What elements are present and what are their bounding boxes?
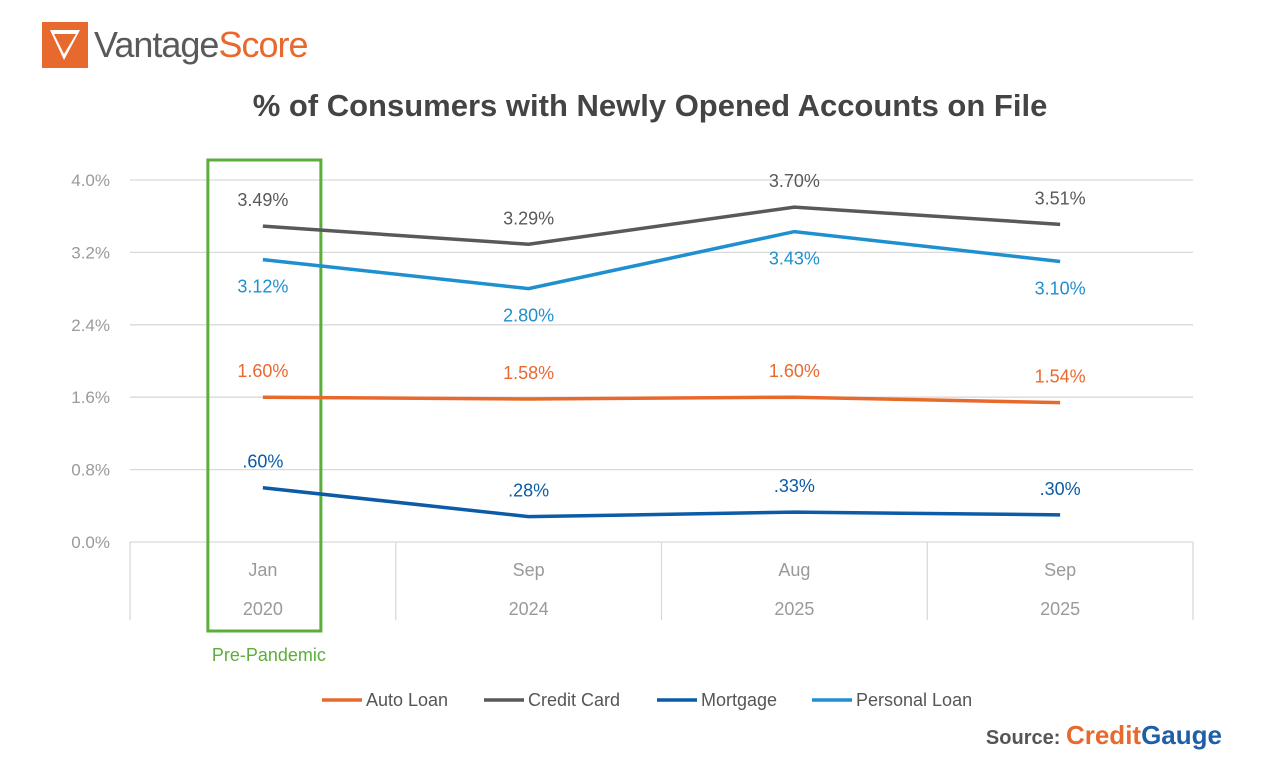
legend-label: Credit Card: [528, 690, 620, 710]
data-label: .30%: [1040, 479, 1081, 499]
creditgauge-logo-1: Credit: [1065, 720, 1142, 750]
data-label: 1.60%: [237, 361, 288, 381]
y-tick-label: 1.6%: [71, 388, 110, 407]
data-label: 1.54%: [1035, 367, 1086, 387]
data-label: 2.80%: [503, 306, 554, 326]
data-label: .60%: [242, 452, 283, 472]
logo-mark-icon: [42, 22, 88, 68]
chart-title: % of Consumers with Newly Opened Account…: [252, 88, 1048, 123]
data-label: 3.49%: [237, 190, 288, 210]
y-tick-label: 0.0%: [71, 533, 110, 552]
data-label: 1.60%: [769, 361, 820, 381]
source-label: Source:: [985, 727, 1061, 749]
x-tick-year-label: 2025: [1040, 599, 1080, 619]
x-tick-label: Sep: [1044, 560, 1076, 580]
legend-label: Personal Loan: [856, 690, 972, 710]
data-label: 3.51%: [1035, 188, 1086, 208]
source-credit: Source: CreditGauge: [986, 720, 1222, 751]
x-tick-year-label: 2020: [243, 599, 283, 619]
x-tick-label: Sep: [513, 560, 545, 580]
x-tick-label: Aug: [778, 560, 810, 580]
data-label: 3.12%: [237, 277, 288, 297]
data-label: 3.43%: [769, 249, 820, 269]
legend-label: Auto Loan: [366, 690, 448, 710]
logo-text-2: Score: [218, 24, 308, 65]
series-line-credit-card: [262, 205, 1061, 247]
y-tick-label: 0.8%: [71, 461, 110, 480]
series-line-auto-loan: [262, 395, 1061, 405]
data-label: .28%: [508, 481, 549, 501]
pre-pandemic-label: Pre-Pandemic: [212, 645, 326, 665]
y-tick-label: 3.2%: [71, 243, 110, 262]
pre-pandemic-highlight-box: [206, 158, 323, 633]
x-tick-year-label: 2025: [774, 599, 814, 619]
legend-label: Mortgage: [701, 690, 777, 710]
data-label: 3.10%: [1035, 278, 1086, 298]
data-label: 3.70%: [769, 171, 820, 191]
y-tick-label: 4.0%: [71, 171, 110, 190]
series-line-mortgage: [262, 485, 1061, 519]
data-label: 1.58%: [503, 363, 554, 383]
data-label: .33%: [774, 476, 815, 496]
y-tick-label: 2.4%: [71, 316, 110, 335]
series-line-personal-loan: [262, 229, 1061, 291]
x-tick-label: Jan: [248, 560, 277, 580]
creditgauge-logo-2: Gauge: [1141, 720, 1222, 750]
vantagescore-logo: VantageScore: [42, 22, 309, 68]
logo-text-1: Vantage: [94, 24, 219, 65]
x-tick-year-label: 2024: [509, 599, 549, 619]
data-label: 3.29%: [503, 208, 554, 228]
